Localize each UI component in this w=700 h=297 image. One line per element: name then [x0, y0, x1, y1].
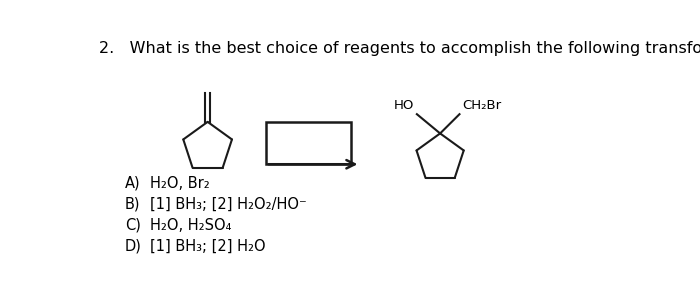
Text: 2.   What is the best choice of reagents to accomplish the following transformat: 2. What is the best choice of reagents t…: [99, 41, 700, 56]
Text: H₂O, Br₂: H₂O, Br₂: [150, 176, 209, 191]
Text: H₂O, H₂SO₄: H₂O, H₂SO₄: [150, 218, 231, 233]
Text: CH₂Br: CH₂Br: [462, 99, 501, 112]
Text: HO: HO: [393, 99, 414, 112]
Text: A): A): [125, 176, 140, 191]
Text: D): D): [125, 238, 141, 253]
Text: B): B): [125, 197, 140, 212]
Text: [1] BH₃; [2] H₂O₂/HO⁻: [1] BH₃; [2] H₂O₂/HO⁻: [150, 197, 307, 212]
Text: [1] BH₃; [2] H₂O: [1] BH₃; [2] H₂O: [150, 238, 265, 253]
Text: C): C): [125, 218, 141, 233]
Bar: [266, 122, 351, 164]
